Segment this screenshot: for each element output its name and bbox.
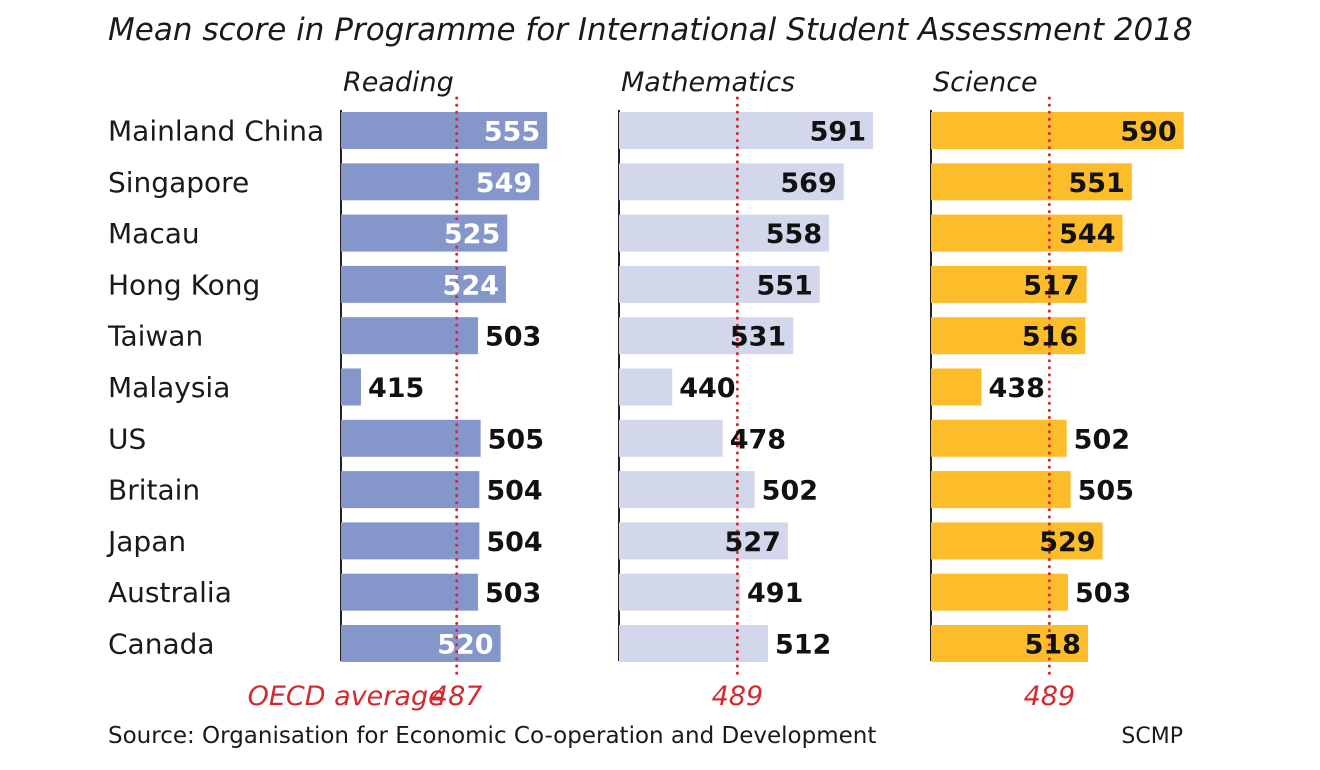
bar [341, 368, 361, 406]
oecd-average-value: 489 [712, 681, 764, 712]
bar [341, 265, 506, 303]
value-label: 520 [437, 630, 493, 661]
value-label: 440 [679, 373, 735, 404]
bar [341, 419, 481, 457]
oecd-average-caption: OECD average [248, 681, 445, 712]
bar [619, 419, 723, 457]
value-label: 478 [730, 424, 786, 455]
value-label: 569 [780, 168, 836, 199]
value-label: 503 [485, 322, 541, 353]
panel-title: Mathematics [621, 67, 795, 98]
chart-title: Mean score in Programme for Internationa… [108, 12, 1193, 48]
bar [619, 214, 830, 252]
source-note: Source: Organisation for Economic Co-ope… [108, 723, 876, 749]
value-label: 504 [486, 527, 542, 558]
value-label: 590 [1120, 117, 1176, 148]
value-label: 527 [725, 527, 781, 558]
value-label: 415 [368, 373, 424, 404]
bar [341, 317, 478, 355]
panel-science: Science 590 551 544 517 516 438 502 505 529 503 518… [930, 67, 1184, 712]
value-label: 502 [1074, 424, 1130, 455]
country-labels: Mainland China Singapore Macau Hong Kong Tai… [106, 115, 324, 661]
bar [619, 317, 794, 355]
country-label: Macau [108, 217, 200, 250]
value-label: 503 [1075, 578, 1131, 609]
country-label: Australia [108, 576, 232, 609]
bar [341, 522, 480, 560]
value-label: 525 [444, 219, 500, 250]
bar [931, 573, 1068, 611]
bar [619, 625, 768, 662]
bar [619, 368, 673, 406]
value-label: 551 [1068, 168, 1124, 199]
publisher-credit: SCMP [1121, 724, 1183, 749]
panels: Reading 555 549 525 524 503 415 505 504 504 503 520… [248, 67, 1184, 712]
value-label: 524 [443, 270, 499, 301]
value-label: 505 [488, 424, 544, 455]
value-label: 529 [1039, 527, 1095, 558]
oecd-average-value: 487 [431, 681, 483, 712]
panel-reading: Reading 555 549 525 524 503 415 505 504 504 503 520… [248, 67, 548, 712]
value-label: 504 [486, 476, 542, 507]
country-label: Mainland China [108, 115, 324, 148]
country-label: US [108, 422, 146, 455]
value-label: 518 [1025, 630, 1081, 661]
bar [619, 522, 788, 560]
value-label: 544 [1059, 219, 1115, 250]
value-label: 549 [476, 168, 532, 199]
value-label: 438 [989, 373, 1045, 404]
value-label: 555 [484, 117, 540, 148]
value-label: 551 [756, 270, 812, 301]
country-label: Canada [108, 628, 215, 661]
country-label: Britain [108, 474, 200, 507]
panel-title: Science [933, 67, 1038, 98]
bar [931, 214, 1123, 252]
value-label: 512 [775, 630, 831, 661]
country-label: Taiwan [107, 320, 203, 353]
bar [931, 317, 1086, 355]
bar [341, 112, 548, 149]
panel-title: Reading [343, 67, 454, 98]
value-label: 516 [1022, 322, 1078, 353]
country-label: Malaysia [108, 371, 230, 404]
country-label: Singapore [108, 166, 249, 199]
oecd-average-value: 489 [1024, 681, 1076, 712]
value-label: 502 [762, 476, 818, 507]
bar [619, 573, 741, 611]
bar [341, 471, 480, 509]
bar [931, 368, 982, 406]
value-label: 531 [730, 322, 786, 353]
country-label: Hong Kong [108, 268, 260, 301]
bar [619, 112, 874, 149]
bar [931, 265, 1087, 303]
bar [341, 214, 508, 252]
country-label: Japan [106, 525, 186, 558]
bar [931, 419, 1067, 457]
bar [341, 573, 478, 611]
bar [341, 625, 501, 662]
bar [931, 522, 1103, 560]
bar [619, 265, 820, 303]
value-label: 558 [766, 219, 822, 250]
panel-mathematics: Mathematics 591 569 558 551 531 440 478 502 527 49… [618, 67, 874, 712]
bar [341, 163, 540, 201]
value-label: 505 [1078, 476, 1134, 507]
bar [619, 471, 755, 509]
value-label: 491 [747, 578, 803, 609]
bar [931, 112, 1184, 149]
value-label: 503 [485, 578, 541, 609]
bar [931, 471, 1071, 509]
value-label: 591 [810, 117, 866, 148]
bar [931, 163, 1132, 201]
value-label: 517 [1023, 270, 1079, 301]
bar [931, 625, 1088, 662]
bar [619, 163, 844, 201]
